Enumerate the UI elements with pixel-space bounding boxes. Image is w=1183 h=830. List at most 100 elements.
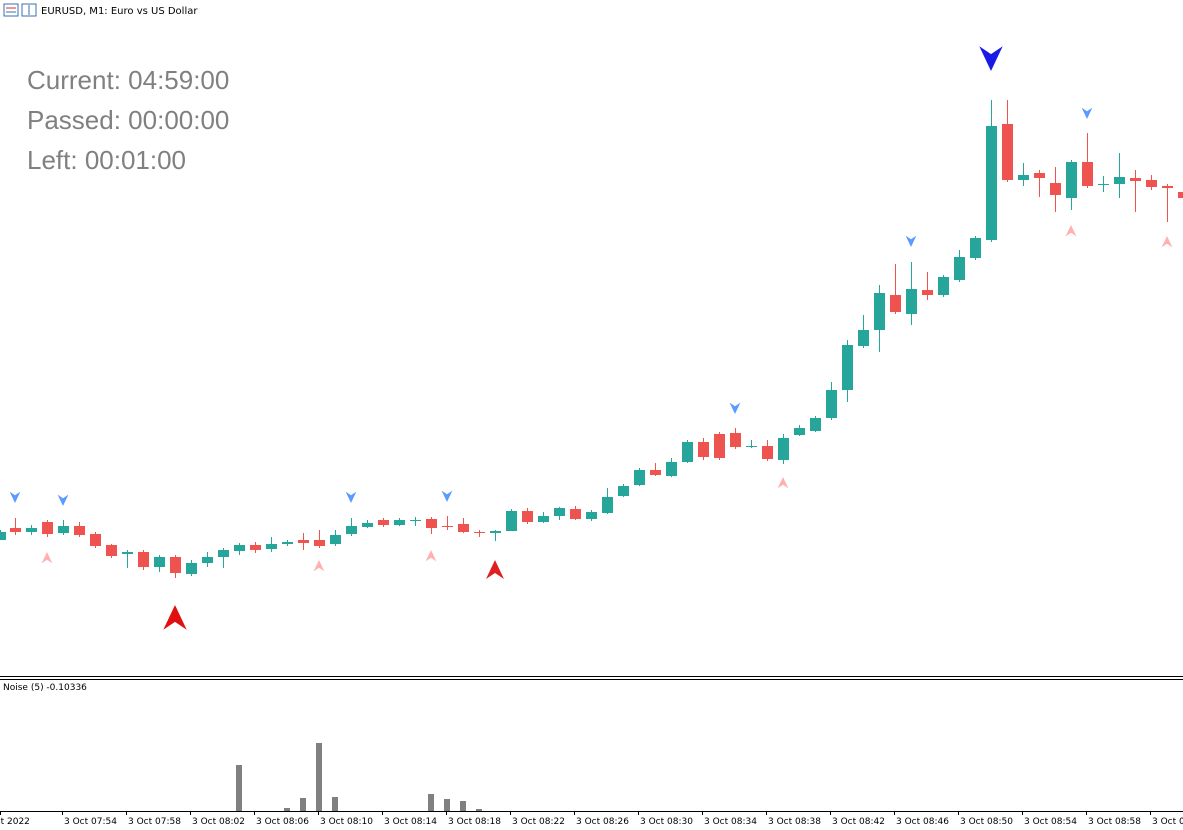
candle-body <box>1130 178 1141 181</box>
noise-bar <box>300 798 306 811</box>
buy-arrow <box>979 46 1003 71</box>
candle-body <box>122 552 133 554</box>
candle-body <box>410 520 421 521</box>
noise-bar <box>460 801 466 811</box>
time-label: 3 Oct 08:02 <box>192 817 245 827</box>
candle-body <box>522 511 533 522</box>
candle-body <box>1050 183 1061 195</box>
sell-arrow-small <box>313 560 325 572</box>
candle-body <box>986 126 997 240</box>
candle-body <box>586 512 597 519</box>
indicator-label: Noise (5) -0.10336 <box>3 683 87 693</box>
candle-body <box>810 418 821 431</box>
candle-body <box>250 545 261 550</box>
time-label: 3 Oct 09:02 <box>1152 817 1183 827</box>
candle-body <box>1178 192 1183 198</box>
candle-body <box>218 550 229 557</box>
candle-body <box>10 528 21 532</box>
candle-body <box>1082 162 1093 186</box>
time-label: 3 Oct 08:26 <box>576 817 629 827</box>
buy-arrow-small <box>1081 107 1093 119</box>
candle-body <box>714 434 725 458</box>
time-label: 3 Oct 08:38 <box>768 817 821 827</box>
candle-body <box>842 345 853 390</box>
candle-body <box>490 531 501 533</box>
candle-body <box>170 557 181 573</box>
candle-body <box>442 526 453 527</box>
candle-body <box>234 545 245 551</box>
candle-body <box>762 446 773 459</box>
candle-body <box>650 470 661 475</box>
time-label: 3 Oct 08:22 <box>512 817 565 827</box>
candle-body <box>1162 186 1173 188</box>
candle-body <box>74 526 85 535</box>
candle-body <box>26 528 37 532</box>
candle-body <box>938 277 949 295</box>
time-label: 3 Oct 07:54 <box>64 817 117 827</box>
candle-body <box>1034 173 1045 178</box>
timer-current: Current: 04:59:00 <box>27 65 229 95</box>
time-label: 3 Oct 08:50 <box>960 817 1013 827</box>
buy-arrow-small <box>9 491 21 503</box>
candle-body <box>138 552 149 567</box>
candle-body <box>890 295 901 312</box>
sell-arrow-small <box>41 552 53 564</box>
candle-body <box>538 516 549 522</box>
candle-body <box>58 526 69 533</box>
time-label: 3 Oct 07:58 <box>128 817 181 827</box>
candle-body <box>330 535 341 544</box>
signal-arrows <box>9 46 1173 630</box>
sell-arrow-small <box>1161 236 1173 248</box>
window-title: EURUSD, M1: Euro vs US Dollar <box>41 6 198 17</box>
time-label: 3 Oct 08:10 <box>320 817 373 827</box>
candle-body <box>378 520 389 525</box>
candle-body <box>730 433 741 447</box>
candle-body <box>314 540 325 546</box>
candle-body <box>1114 177 1125 184</box>
candle-body <box>746 446 757 447</box>
candle-body <box>954 257 965 280</box>
candle-body <box>1002 124 1013 180</box>
candle-body <box>362 523 373 527</box>
time-label: 3 Oct 2022 <box>0 817 30 827</box>
candle-body <box>874 293 885 330</box>
candle-body <box>666 462 677 476</box>
candle-body <box>90 534 101 546</box>
candle-body <box>970 238 981 258</box>
candle-body <box>0 532 6 540</box>
candle-body <box>778 438 789 460</box>
candles <box>0 100 1183 578</box>
sell-arrow-small <box>425 550 437 562</box>
candle-body <box>426 519 437 528</box>
time-label: 3 Oct 08:34 <box>704 817 757 827</box>
candle-body <box>922 290 933 295</box>
noise-bar <box>316 743 322 811</box>
candle-body <box>1098 184 1109 185</box>
candle-body <box>474 532 485 533</box>
window-icon <box>3 3 19 17</box>
noise-bar <box>444 799 450 811</box>
candle-body <box>698 442 709 457</box>
time-label: 3 Oct 08:14 <box>384 817 437 827</box>
time-label: 3 Oct 08:46 <box>896 817 949 827</box>
time-label: 3 Oct 08:06 <box>256 817 309 827</box>
candle-body <box>682 442 693 462</box>
candle-body <box>154 557 165 567</box>
candle-body <box>42 522 53 534</box>
candle-body <box>1146 180 1157 187</box>
sell-arrow-small <box>1065 225 1077 237</box>
candle-body <box>346 526 357 534</box>
candle-body <box>266 544 277 549</box>
candle-body <box>186 563 197 574</box>
noise-bar <box>284 808 290 811</box>
candle-body <box>1018 175 1029 180</box>
candle-body <box>826 390 837 418</box>
candle-body <box>1066 162 1077 198</box>
candle-body <box>570 509 581 519</box>
noise-bar <box>476 809 482 811</box>
sell-arrow <box>486 560 504 579</box>
buy-arrow-small <box>57 494 69 506</box>
candle-body <box>602 497 613 513</box>
